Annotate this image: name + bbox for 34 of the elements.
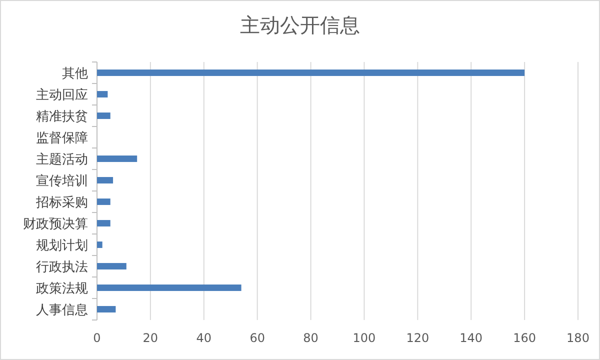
x-tick-label: 20 — [142, 331, 158, 345]
bar — [97, 177, 114, 184]
chart-title: 主动公开信息 — [240, 13, 360, 37]
y-tick-label: 人事信息 — [36, 302, 88, 318]
x-tick-label: 140 — [460, 331, 483, 345]
bar — [97, 198, 110, 205]
x-tick-label: 80 — [303, 331, 318, 345]
x-tick-label: 60 — [250, 331, 265, 345]
y-tick-label: 规划计划 — [36, 238, 88, 254]
bar — [97, 242, 102, 248]
x-tick-label: 40 — [196, 331, 212, 345]
y-tick-label: 宣传培训 — [36, 172, 88, 189]
y-tick-label: 监督保障 — [36, 130, 88, 146]
x-tick-label: 120 — [406, 331, 430, 345]
bar — [97, 91, 108, 98]
y-tick-label: 政策法规 — [36, 281, 88, 296]
x-tick-label: 100 — [352, 331, 376, 345]
bar — [97, 284, 242, 291]
bar — [97, 70, 525, 76]
y-tick-label: 主动回应 — [36, 86, 88, 103]
bar — [97, 306, 116, 312]
y-tick-label: 精准扶贫 — [36, 109, 88, 124]
bar — [97, 156, 138, 162]
bar — [97, 263, 126, 270]
y-tick-label: 主题活动 — [36, 151, 88, 168]
y-tick-label: 财政预决算 — [23, 216, 88, 232]
y-tick-label: 行政执法 — [36, 260, 88, 275]
bar — [97, 112, 110, 119]
y-tick-label: 招标采购 — [35, 195, 88, 210]
x-tick-label: 0 — [93, 331, 101, 345]
x-tick-label: 180 — [566, 331, 590, 345]
x-tick-label: 160 — [513, 331, 536, 345]
y-tick-label: 其他 — [62, 66, 88, 82]
bar — [97, 220, 110, 226]
